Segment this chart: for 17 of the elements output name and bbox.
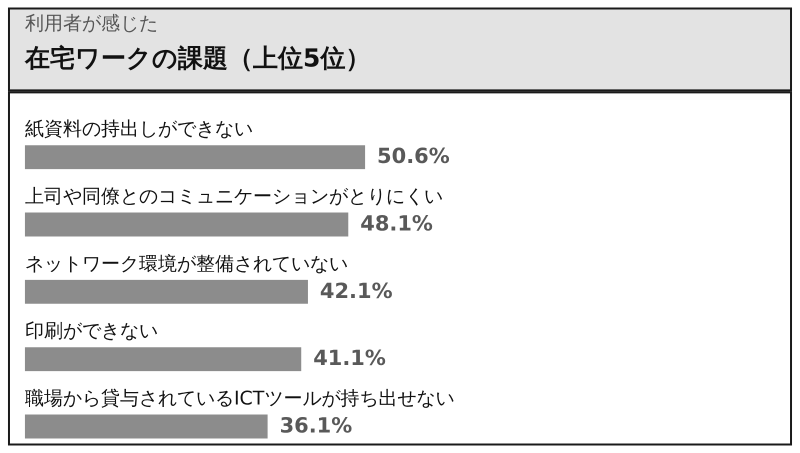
bar (24, 145, 366, 170)
data-label: 41.1% (313, 346, 386, 370)
y-tick-label: 上司や同僚とのコミュニケーションがとりにくい (24, 186, 443, 208)
y-tick-label: 紙資料の持出しができない (24, 118, 253, 140)
data-label: 50.6% (377, 144, 450, 168)
bar (24, 280, 308, 304)
data-label: 42.1% (320, 278, 393, 303)
y-tick-label: 職場から貸与されているICTツールが持ち出せない (24, 388, 454, 410)
chart-subtitle: 利用者が感じた (24, 12, 158, 34)
data-label: 36.1% (280, 413, 352, 438)
chart-title: 在宅ワークの課題（上位5位） (24, 43, 370, 72)
y-tick-label: ネットワーク環境が整備されていない (24, 252, 348, 275)
y-tick-label: 印刷ができない (24, 320, 158, 342)
bar (24, 212, 348, 236)
bar (24, 347, 302, 372)
data-label: 48.1% (360, 211, 433, 236)
bar (24, 414, 268, 438)
